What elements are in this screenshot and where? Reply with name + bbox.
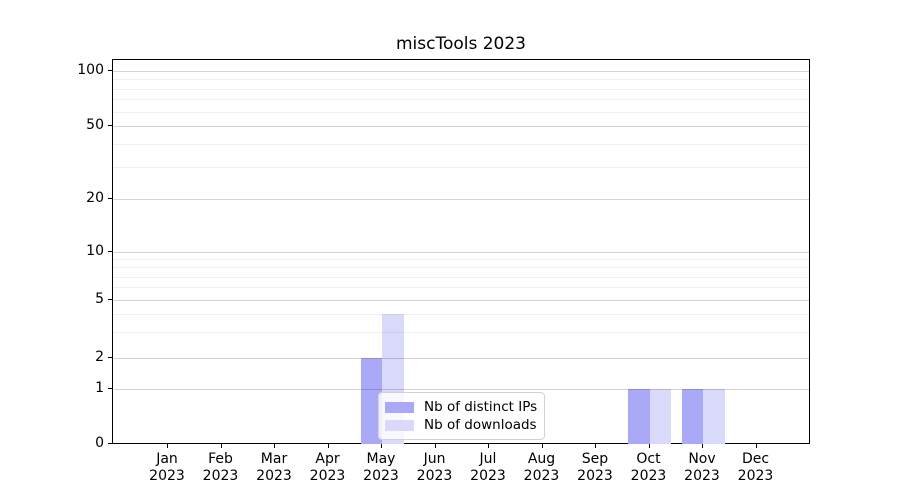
plot-area: [112, 59, 810, 444]
y-tick-label: 10: [86, 243, 104, 259]
minor-gridline: [113, 99, 809, 101]
major-gridline: [113, 199, 809, 200]
minor-gridline: [113, 166, 809, 168]
x-tick-mark: [488, 444, 489, 448]
major-gridline: [113, 300, 809, 301]
x-tick-mark: [541, 444, 543, 448]
y-tick-label: 100: [77, 62, 104, 78]
minor-gridline: [113, 314, 809, 316]
bar-downloads-oct: [649, 389, 671, 444]
x-tick-year: 2023: [416, 468, 453, 484]
y-tick-mark: [108, 443, 112, 444]
x-tick-year: 2023: [470, 468, 506, 484]
x-tick-month: Jan: [156, 451, 178, 467]
x-tick-mark: [595, 444, 596, 448]
x-tick-year: 2023: [523, 468, 560, 484]
y-tick-label: 20: [86, 190, 104, 206]
x-tick-month: Sep: [581, 451, 609, 467]
legend-item-distinct-ips: Nb of distinct IPs: [385, 398, 537, 416]
x-tick-label: Apr 2023: [296, 451, 360, 485]
x-tick-month: May: [366, 451, 396, 467]
minor-gridline: [113, 287, 809, 289]
x-tick-label: Feb 2023: [189, 451, 253, 485]
bar-downloads-nov: [703, 389, 725, 444]
x-tick-year: 2023: [684, 468, 720, 484]
x-tick-mark: [381, 444, 382, 448]
x-tick-year: 2023: [149, 468, 185, 484]
x-tick-month: Jun: [423, 451, 446, 467]
x-tick-label: Jan 2023: [135, 451, 199, 485]
y-tick-mark: [108, 299, 112, 300]
minor-gridline: [113, 79, 809, 81]
x-tick-label: Mar 2023: [242, 451, 306, 485]
x-tick-year: 2023: [202, 468, 239, 484]
x-tick-label: Nov 2023: [670, 451, 734, 485]
x-tick-label: May 2023: [349, 451, 413, 485]
minor-gridline: [113, 267, 809, 269]
x-tick-label: Aug 2023: [510, 451, 574, 485]
x-tick-mark: [220, 444, 222, 448]
x-tick-mark: [274, 444, 275, 448]
major-gridline: [113, 126, 809, 127]
legend-label: Nb of downloads: [424, 417, 537, 433]
minor-gridline: [113, 88, 809, 90]
legend: Nb of distinct IPs Nb of downloads: [378, 392, 545, 440]
bar-distinct-ips-may: [360, 358, 382, 444]
x-tick-month: Oct: [636, 451, 661, 467]
x-tick-mark: [167, 444, 168, 448]
x-tick-label: Jun 2023: [403, 451, 467, 485]
x-tick-month: Mar: [260, 451, 288, 467]
bar-distinct-ips-oct: [628, 389, 650, 444]
legend-swatch-downloads: [385, 419, 414, 431]
x-tick-label: Dec 2023: [724, 451, 788, 485]
x-tick-label: Oct 2023: [617, 451, 681, 485]
minor-gridline: [113, 111, 809, 113]
y-tick-label: 0: [95, 435, 104, 451]
x-tick-label: Sep 2023: [563, 451, 627, 485]
y-tick-label: 50: [86, 117, 104, 133]
y-tick-label: 2: [95, 349, 104, 365]
x-tick-mark: [648, 444, 650, 448]
x-tick-mark: [702, 444, 703, 448]
y-tick-mark: [108, 198, 112, 199]
x-tick-mark: [327, 444, 329, 448]
x-tick-month: Jul: [479, 451, 497, 467]
legend-label: Nb of distinct IPs: [424, 399, 538, 415]
y-tick-mark: [108, 70, 112, 71]
y-tick-mark: [108, 388, 112, 389]
x-tick-month: Dec: [741, 451, 770, 467]
minor-gridline: [113, 276, 809, 278]
legend-swatch-distinct-ips: [385, 401, 414, 413]
x-tick-mark: [755, 444, 757, 448]
chart-title: miscTools 2023: [395, 34, 527, 54]
x-tick-month: Apr: [315, 451, 340, 467]
major-gridline: [113, 252, 809, 253]
y-tick-mark: [108, 125, 112, 126]
x-tick-month: Aug: [527, 451, 556, 467]
major-gridline: [113, 71, 809, 72]
x-tick-year: 2023: [309, 468, 346, 484]
x-tick-month: Nov: [688, 451, 716, 467]
x-tick-year: 2023: [256, 468, 292, 484]
major-gridline: [113, 389, 809, 390]
x-tick-year: 2023: [737, 468, 774, 484]
x-tick-month: Feb: [208, 451, 233, 467]
x-tick-mark: [434, 444, 436, 448]
minor-gridline: [113, 259, 809, 261]
y-tick-mark: [108, 357, 112, 358]
y-tick-label: 1: [95, 380, 104, 396]
bar-distinct-ips-nov: [681, 389, 703, 444]
minor-gridline: [113, 143, 809, 145]
minor-gridline: [113, 332, 809, 334]
legend-item-downloads: Nb of downloads: [385, 416, 537, 434]
x-tick-label: Jul 2023: [456, 451, 520, 485]
x-tick-year: 2023: [577, 468, 613, 484]
major-gridline: [113, 358, 809, 359]
x-tick-year: 2023: [630, 468, 667, 484]
y-tick-mark: [108, 251, 112, 252]
y-tick-label: 5: [95, 291, 104, 307]
x-tick-year: 2023: [363, 468, 399, 484]
